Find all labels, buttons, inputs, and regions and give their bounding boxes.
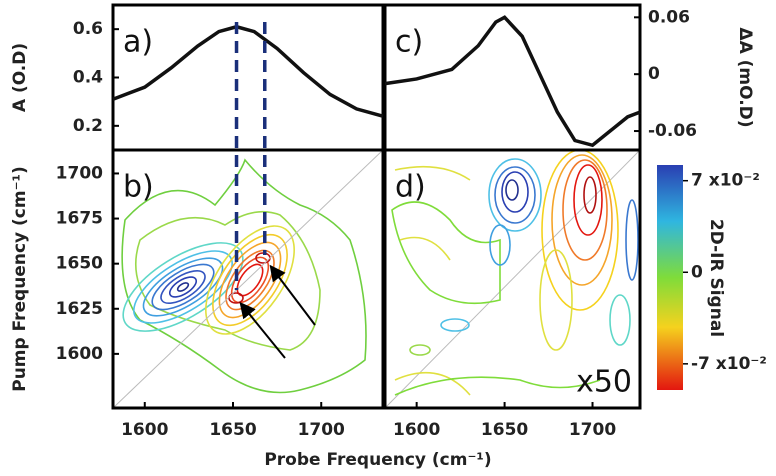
y-tick-label: 0.2 xyxy=(73,116,103,136)
panel-label: a) xyxy=(123,25,153,60)
contour-b xyxy=(112,149,384,409)
panel-label: c) xyxy=(395,25,423,60)
y-tick-label: 1625 xyxy=(56,299,103,319)
colorbar xyxy=(657,165,683,390)
y-axis-label: Pump Frequency (cm⁻¹) xyxy=(10,166,30,392)
line xyxy=(384,15,641,148)
line xyxy=(112,24,384,118)
y-tick-label: 1650 xyxy=(56,254,103,274)
colorbar-tick-label: 7 x10⁻² xyxy=(691,171,760,191)
y-tick-label: -0.06 xyxy=(648,121,697,141)
x-tick-label: 1650 xyxy=(209,420,256,440)
panel-label: d) xyxy=(395,170,426,205)
y-tick-label: 0.6 xyxy=(73,19,103,39)
x-tick-label: 1700 xyxy=(569,420,616,440)
annotation: x50 xyxy=(576,365,632,400)
panel-frame xyxy=(111,3,385,152)
y-tick-label: 1600 xyxy=(56,344,103,364)
panels: a) 0.2 0.4 0.6 A (O.D) b) 1600 1625 1650 1675 1700… xyxy=(10,7,767,470)
x-axis-label: Probe Frequency (cm⁻¹) xyxy=(264,450,491,470)
y-tick-label: 0.4 xyxy=(73,68,103,88)
colorbar-tick-label: 0 xyxy=(691,262,703,282)
x-tick-label: 1700 xyxy=(298,420,345,440)
colorbar-label: 2D-IR Signal xyxy=(706,219,726,337)
panel-frame xyxy=(111,148,385,410)
colorbar-tick-label: -7 x10⁻² xyxy=(691,354,767,374)
panel-frame xyxy=(383,148,642,410)
x-tick-label: 1650 xyxy=(481,420,528,440)
x-tick-label: 1600 xyxy=(121,420,168,440)
y-tick-label: 0.06 xyxy=(648,7,690,27)
y-tick-label: 0 xyxy=(648,64,660,84)
y-axis-label: A (O.D) xyxy=(10,43,30,112)
y-tick-label: 1700 xyxy=(56,163,103,183)
y-tick-label: 1675 xyxy=(56,209,103,229)
x-tick-label: 1600 xyxy=(393,420,440,440)
contour-d xyxy=(384,149,641,409)
panel-label: b) xyxy=(123,170,154,205)
y-axis-label: ΔA (mO.D) xyxy=(735,27,755,127)
